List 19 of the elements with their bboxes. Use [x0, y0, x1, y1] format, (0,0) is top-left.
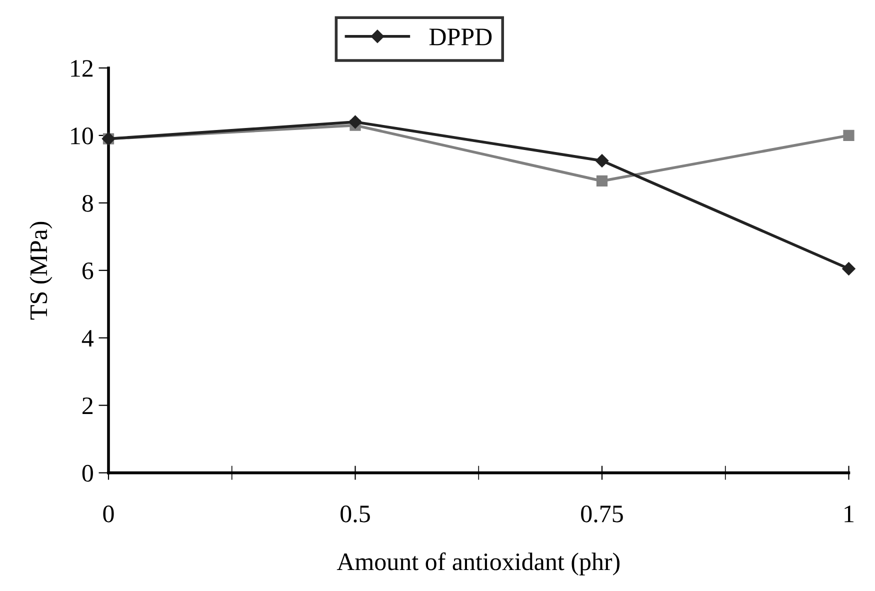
y-tick-label: 0: [82, 464, 93, 482]
y-tick-label: 12: [71, 60, 93, 77]
y-tick-label: 2: [82, 397, 93, 414]
x-tick-label: 1: [844, 506, 854, 522]
x-tick-label: 0: [103, 505, 114, 522]
point: [595, 154, 609, 168]
point: [348, 115, 362, 129]
point: [842, 262, 856, 276]
y-tick-label: 10: [71, 127, 93, 144]
y-tick-label: 4: [82, 330, 94, 347]
x-tick-label: 0.5: [340, 505, 370, 522]
point: [843, 130, 854, 141]
legend-label: DPPD: [429, 28, 492, 46]
y-tick-label: 8: [82, 194, 93, 212]
y-axis-title: TS (MPa): [30, 222, 52, 320]
x-axis-title: Amount of antioxidant (phr): [336, 552, 620, 576]
x-tick-label: 0.75: [581, 505, 623, 522]
y-tick-label: 6: [82, 262, 94, 280]
point: [596, 175, 608, 187]
